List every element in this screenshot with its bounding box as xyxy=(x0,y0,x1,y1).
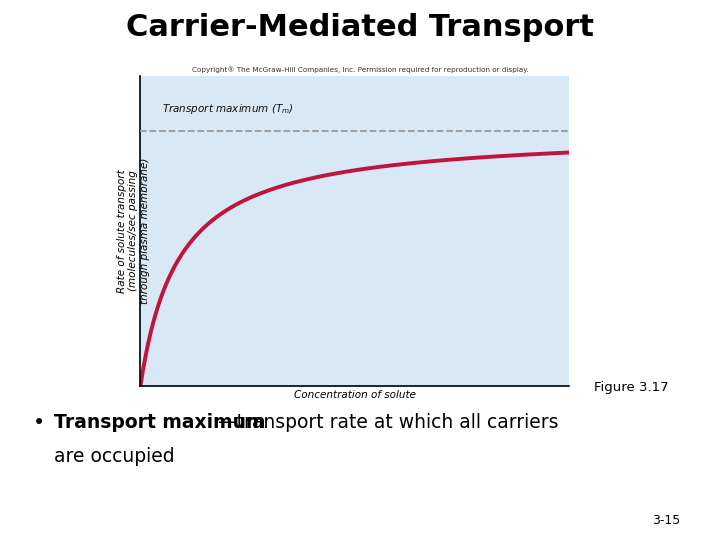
Text: —transport rate at which all carriers: —transport rate at which all carriers xyxy=(218,413,559,432)
Y-axis label: Rate of solute transport
(molecules/sec passing
through plasma membrane): Rate of solute transport (molecules/sec … xyxy=(117,158,150,304)
Text: Copyright® The McGraw-Hill Companies, Inc. Permission required for reproduction : Copyright® The McGraw-Hill Companies, In… xyxy=(192,66,528,72)
Text: Transport maximum: Transport maximum xyxy=(54,413,266,432)
Text: 3-15: 3-15 xyxy=(652,514,680,526)
Text: Figure 3.17: Figure 3.17 xyxy=(594,381,669,394)
X-axis label: Concentration of solute: Concentration of solute xyxy=(294,390,415,400)
Text: •: • xyxy=(32,413,45,433)
Text: Carrier-Mediated Transport: Carrier-Mediated Transport xyxy=(126,14,594,43)
Text: Transport maximum (T$_{m}$): Transport maximum (T$_{m}$) xyxy=(162,102,294,116)
Text: are occupied: are occupied xyxy=(54,447,175,465)
